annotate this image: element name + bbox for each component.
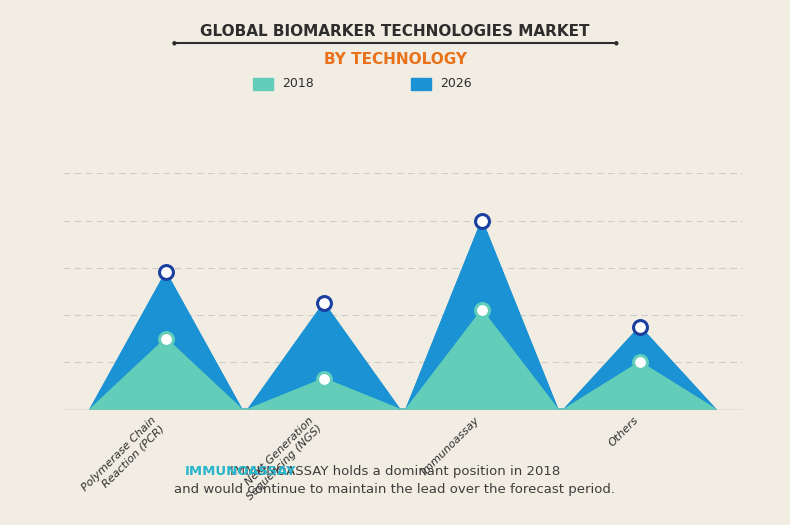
Polygon shape [90,310,716,410]
Text: IMMUNOASSAY: IMMUNOASSAY [185,465,296,478]
Text: and would continue to maintain the lead over the forecast period.: and would continue to maintain the lead … [175,483,615,496]
Text: ●: ● [171,40,176,46]
Polygon shape [90,220,716,410]
Text: GLOBAL BIOMARKER TECHNOLOGIES MARKET: GLOBAL BIOMARKER TECHNOLOGIES MARKET [200,24,590,39]
Text: ●: ● [614,40,619,46]
Text: 2026: 2026 [440,77,472,90]
Text: BY TECHNOLOGY: BY TECHNOLOGY [323,52,467,68]
Text: IMMUNOASSAY holds a dominant position in 2018: IMMUNOASSAY holds a dominant position in… [230,465,560,478]
Text: 2018: 2018 [282,77,314,90]
